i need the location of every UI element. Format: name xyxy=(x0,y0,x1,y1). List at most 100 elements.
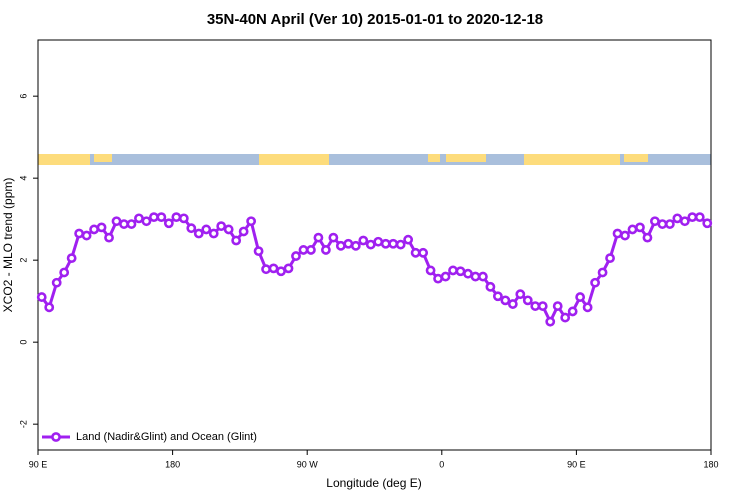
data-point xyxy=(492,291,503,302)
data-point xyxy=(74,228,85,239)
data-point xyxy=(66,253,77,264)
legend-label: Land (Nadir&Glint) and Ocean (Glint) xyxy=(76,431,257,443)
data-point xyxy=(89,224,99,235)
x-tick-label: 180 xyxy=(165,459,180,469)
data-point xyxy=(276,266,286,277)
data-point xyxy=(156,212,167,223)
y-axis-label: XCO2 - MLO trend (ppm) xyxy=(1,178,15,313)
data-point xyxy=(163,218,174,229)
data-point xyxy=(81,230,92,241)
data-point xyxy=(178,213,189,224)
data-point xyxy=(679,216,690,227)
data-point xyxy=(530,301,541,311)
y-tick-label: 2 xyxy=(18,258,28,263)
x-tick-label: 180 xyxy=(703,459,718,469)
data-point xyxy=(268,263,279,274)
data-point xyxy=(96,222,107,233)
data-point xyxy=(664,219,675,229)
data-point xyxy=(620,230,630,241)
data-point xyxy=(306,245,316,255)
data-point xyxy=(522,295,533,306)
data-point xyxy=(545,316,556,327)
data-point xyxy=(320,245,331,255)
data-point xyxy=(515,289,526,300)
data-point xyxy=(246,216,257,227)
data-point xyxy=(298,245,309,255)
data-point xyxy=(365,239,376,250)
x-axis-label: Longitude (deg E) xyxy=(326,476,421,490)
y-tick-label: 4 xyxy=(18,176,28,181)
data-point xyxy=(455,266,466,277)
data-point xyxy=(567,306,578,317)
data-point xyxy=(231,235,242,246)
data-point xyxy=(283,263,294,274)
data-point xyxy=(328,232,339,243)
data-point xyxy=(635,222,645,233)
y-tick-label: 6 xyxy=(18,94,28,99)
data-point xyxy=(702,218,713,229)
data-point xyxy=(313,232,324,243)
x-tick-label: 90 E xyxy=(567,459,586,469)
data-point xyxy=(470,271,481,282)
data-point xyxy=(350,240,361,251)
data-point xyxy=(433,273,443,284)
y-tick-label: 0 xyxy=(18,340,28,345)
data-point xyxy=(575,292,586,302)
data-point xyxy=(463,268,473,279)
data-point xyxy=(141,216,152,227)
data-point xyxy=(672,213,683,224)
data-point xyxy=(395,239,406,250)
data-point xyxy=(149,212,159,223)
data-point xyxy=(410,247,421,258)
data-point xyxy=(537,301,548,311)
data-point xyxy=(253,246,264,257)
data-point xyxy=(208,228,219,239)
data-point xyxy=(216,221,227,232)
data-point xyxy=(552,301,563,311)
data-point xyxy=(44,302,55,313)
data-point xyxy=(291,251,301,261)
data-point xyxy=(335,240,346,251)
data-point xyxy=(403,234,414,245)
data-point xyxy=(687,212,698,223)
data-point xyxy=(642,232,653,243)
x-tick-label: 0 xyxy=(439,459,444,469)
y-tick-label: -2 xyxy=(18,420,28,428)
data-point xyxy=(590,277,600,288)
x-tick-label: 90 E xyxy=(29,459,48,469)
data-point xyxy=(582,302,593,313)
data-point xyxy=(134,213,144,224)
data-point xyxy=(627,224,638,235)
data-point xyxy=(448,265,458,276)
data-point xyxy=(612,228,623,239)
data-point xyxy=(238,226,249,237)
data-point xyxy=(485,281,496,292)
data-point xyxy=(380,238,391,249)
x-tick-label: 90 W xyxy=(297,459,319,469)
data-point xyxy=(119,219,129,229)
data-point xyxy=(223,224,234,235)
data-point xyxy=(425,265,436,276)
data-point xyxy=(605,253,615,264)
data-point xyxy=(111,216,122,227)
data-point xyxy=(478,271,488,282)
data-point xyxy=(261,264,271,275)
data-point xyxy=(201,224,212,235)
data-point xyxy=(500,295,511,306)
data-point xyxy=(36,292,47,302)
chart-title: 35N-40N April (Ver 10) 2015-01-01 to 202… xyxy=(207,11,543,28)
data-point xyxy=(51,277,62,288)
data-point xyxy=(694,212,705,223)
data-point xyxy=(373,236,384,247)
data-point xyxy=(388,238,399,249)
data-point xyxy=(193,228,204,239)
data-point xyxy=(657,219,668,229)
data-point xyxy=(104,232,114,243)
data-point xyxy=(343,238,354,249)
data-point xyxy=(440,271,451,282)
data-point xyxy=(418,247,429,258)
data-point xyxy=(358,235,369,246)
plot-frame xyxy=(37,39,712,451)
series-line xyxy=(40,215,709,326)
